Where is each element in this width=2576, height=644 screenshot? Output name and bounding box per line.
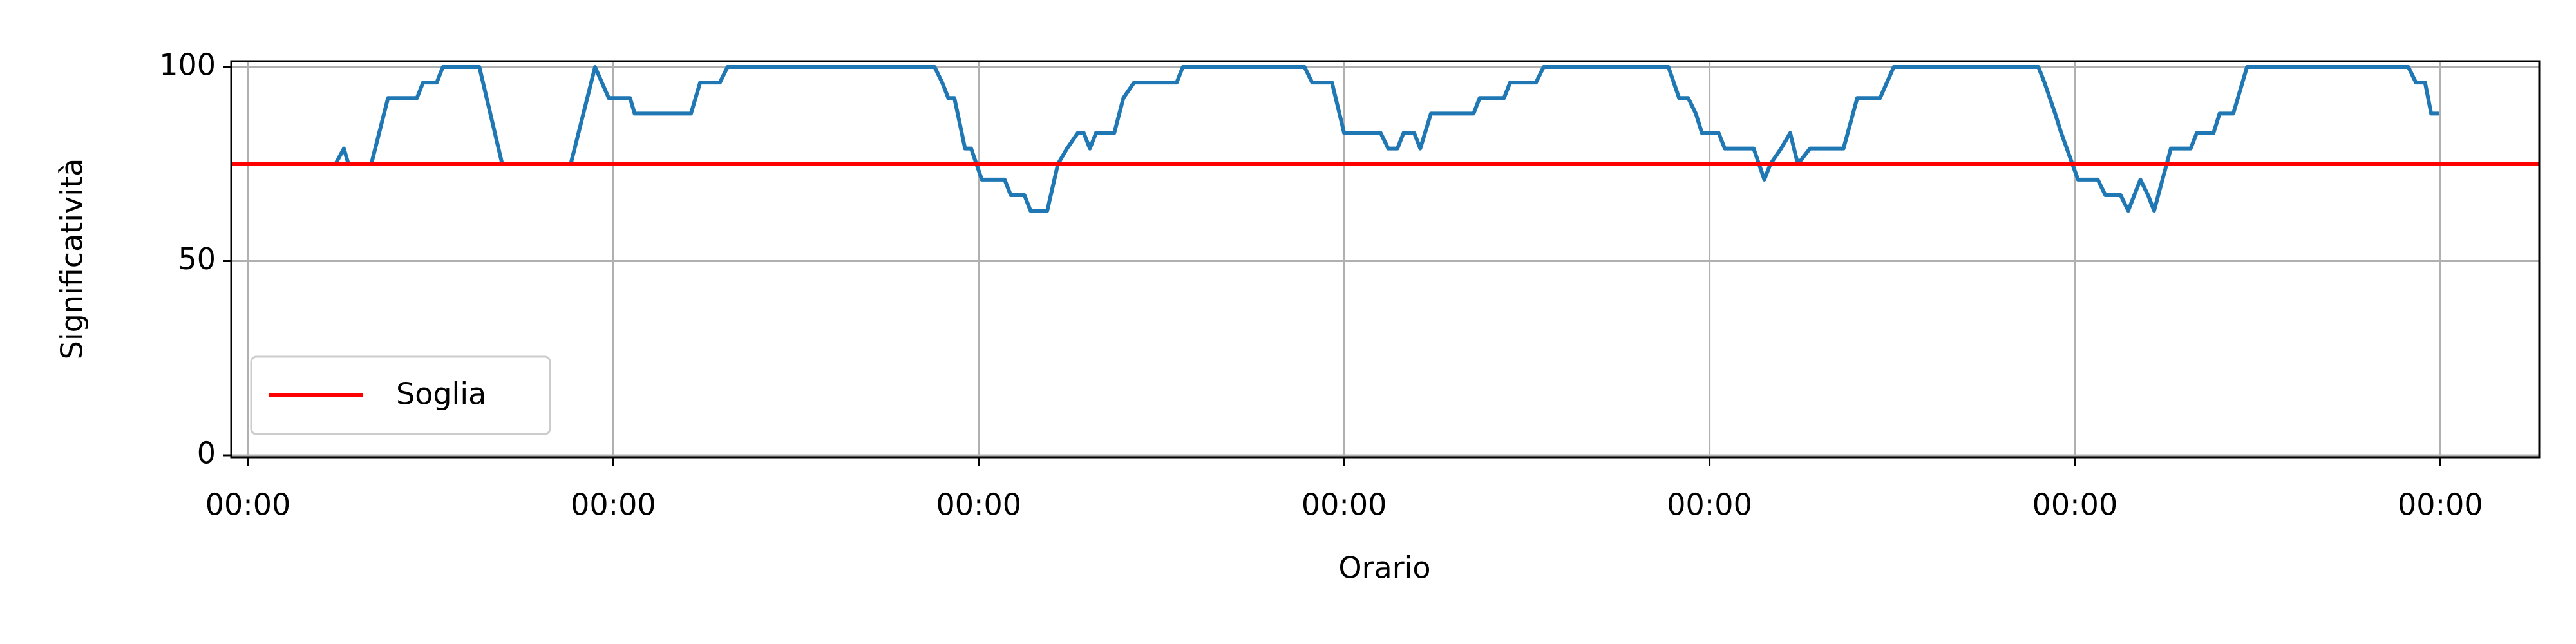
x-tick-label: 00:00 <box>1302 488 1387 522</box>
y-tick-label: 100 <box>159 48 216 82</box>
x-tick-label: 00:00 <box>205 488 291 522</box>
x-tick-label: 00:00 <box>2032 488 2118 522</box>
y-tick-label: 0 <box>197 435 216 470</box>
x-tick-label: 00:00 <box>936 488 1021 522</box>
x-tick-label: 00:00 <box>571 488 656 522</box>
y-tick-label: 50 <box>178 242 216 276</box>
legend-label: Soglia <box>396 377 486 412</box>
plot-frame <box>230 60 2541 459</box>
x-axis-label: Orario <box>1338 551 1430 585</box>
x-tick-label: 00:00 <box>2398 488 2483 522</box>
y-axis-label: Significatività <box>55 158 90 360</box>
x-tick-label: 00:00 <box>1667 488 1752 522</box>
legend-box <box>250 355 551 435</box>
data-line <box>334 65 2439 213</box>
